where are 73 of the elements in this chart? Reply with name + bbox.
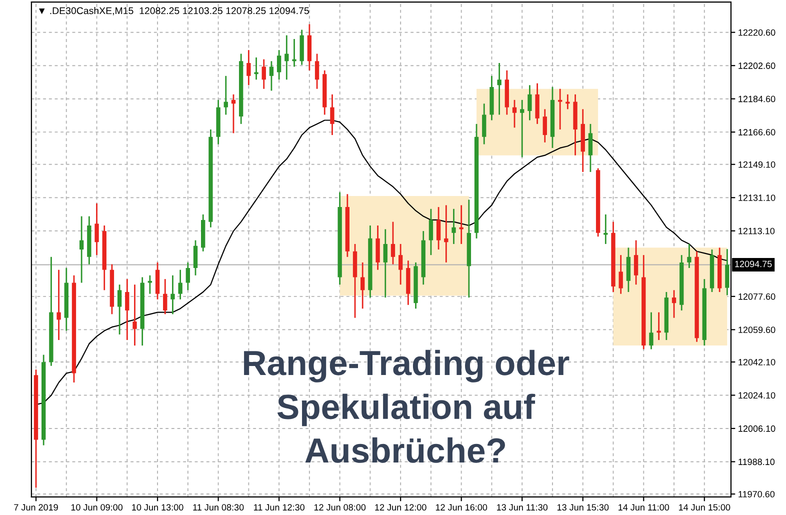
candlestick: [398, 243, 403, 286]
candlestick: [231, 94, 236, 134]
candlestick: [117, 284, 122, 336]
candlestick: [428, 208, 434, 256]
x-tick-label: 11 Jun 12:30: [254, 504, 304, 511]
candlestick: [618, 254, 623, 295]
candlestick: [436, 206, 441, 250]
x-tick-label: 11 Jun 08:30: [193, 504, 244, 511]
candlestick: [649, 312, 654, 350]
candlestick: [452, 208, 456, 245]
candlestick: [444, 204, 448, 264]
candlestick: [186, 262, 190, 291]
candlestick: [224, 75, 228, 116]
candlestick: [262, 58, 266, 90]
x-tick-label: 14 Jun 11:00: [618, 504, 670, 511]
candlestick: [528, 84, 532, 121]
candlestick: [512, 99, 517, 128]
candlestick: [269, 60, 274, 92]
y-tick-label: 12131.10: [738, 194, 776, 201]
candlestick: [170, 274, 175, 315]
y-tick-label: 12184.60: [738, 96, 776, 102]
y-tick-label: 12024.10: [738, 392, 776, 399]
x-tick-label: 12 Jun 12:00: [375, 504, 426, 511]
candlestick: [193, 240, 198, 276]
candlestick: [284, 34, 289, 80]
candlestick: [687, 243, 692, 269]
candlestick: [725, 248, 730, 296]
y-tick-label: 12006.10: [738, 425, 776, 432]
ref-line-label: 12094.75: [735, 260, 772, 268]
y-tick-label: 12166.60: [738, 129, 776, 136]
candlestick: [79, 216, 84, 284]
candlestick: [390, 221, 396, 265]
candlestick: [125, 278, 130, 341]
x-tick-label: 14 Jun 15:00: [678, 504, 730, 511]
annotation: Range-Trading oder Spekulation auf Ausbrüche?: [244, 350, 570, 463]
candlestick: [588, 123, 593, 173]
candlestick: [634, 240, 638, 286]
x-tick-label: 12 Jun 08:00: [314, 504, 366, 511]
candlestick: [520, 99, 524, 158]
y-tick-label: 12149.10: [738, 161, 776, 168]
y-tick-label: 11970.60: [738, 490, 775, 498]
candlestick: [558, 88, 562, 130]
candlestick: [178, 269, 182, 300]
x-tick-label: 7 Jun 2019: [14, 504, 58, 511]
candlestick: [330, 94, 334, 136]
candlestick: [276, 49, 282, 80]
candlestick: [360, 262, 365, 310]
y-tick-label: 12077.60: [738, 293, 776, 300]
x-tick-label: 13 Jun 15:30: [557, 504, 609, 511]
candlestick: [497, 62, 502, 116]
x-tick-label: 10 Jun 13:00: [132, 504, 184, 511]
candlestick: [383, 228, 388, 298]
candlestick: [56, 269, 61, 341]
candlestick: [163, 278, 168, 315]
y-tick-label: 12220.60: [738, 29, 776, 36]
candlestick: [132, 284, 137, 346]
x-tick-label: 10 Jun 09:00: [71, 504, 123, 511]
candlestick: [672, 289, 676, 319]
candlestick: [482, 102, 486, 145]
candlestick: [314, 53, 320, 90]
candlestick: [254, 56, 258, 80]
y-tick-label: 12202.60: [738, 62, 776, 69]
y-tick-label: 11988.10: [738, 458, 775, 466]
candlestick: [542, 108, 547, 144]
candlestick: [148, 274, 152, 295]
x-tick-label: 13 Jun 11:30: [497, 504, 548, 511]
candlestick: [246, 49, 251, 86]
chart-title: ▼ .DE30CashXE,M15 12082.25 12103.25 12078.25 12094.75: [39, 7, 309, 16]
candlestick: [94, 202, 99, 256]
y-tick-label: 12059.60: [738, 326, 776, 334]
y-tick-label: 12113.10: [738, 228, 775, 234]
y-tick-label: 12042.10: [738, 358, 776, 366]
x-tick-label: 12 Jun 16:00: [436, 504, 488, 511]
